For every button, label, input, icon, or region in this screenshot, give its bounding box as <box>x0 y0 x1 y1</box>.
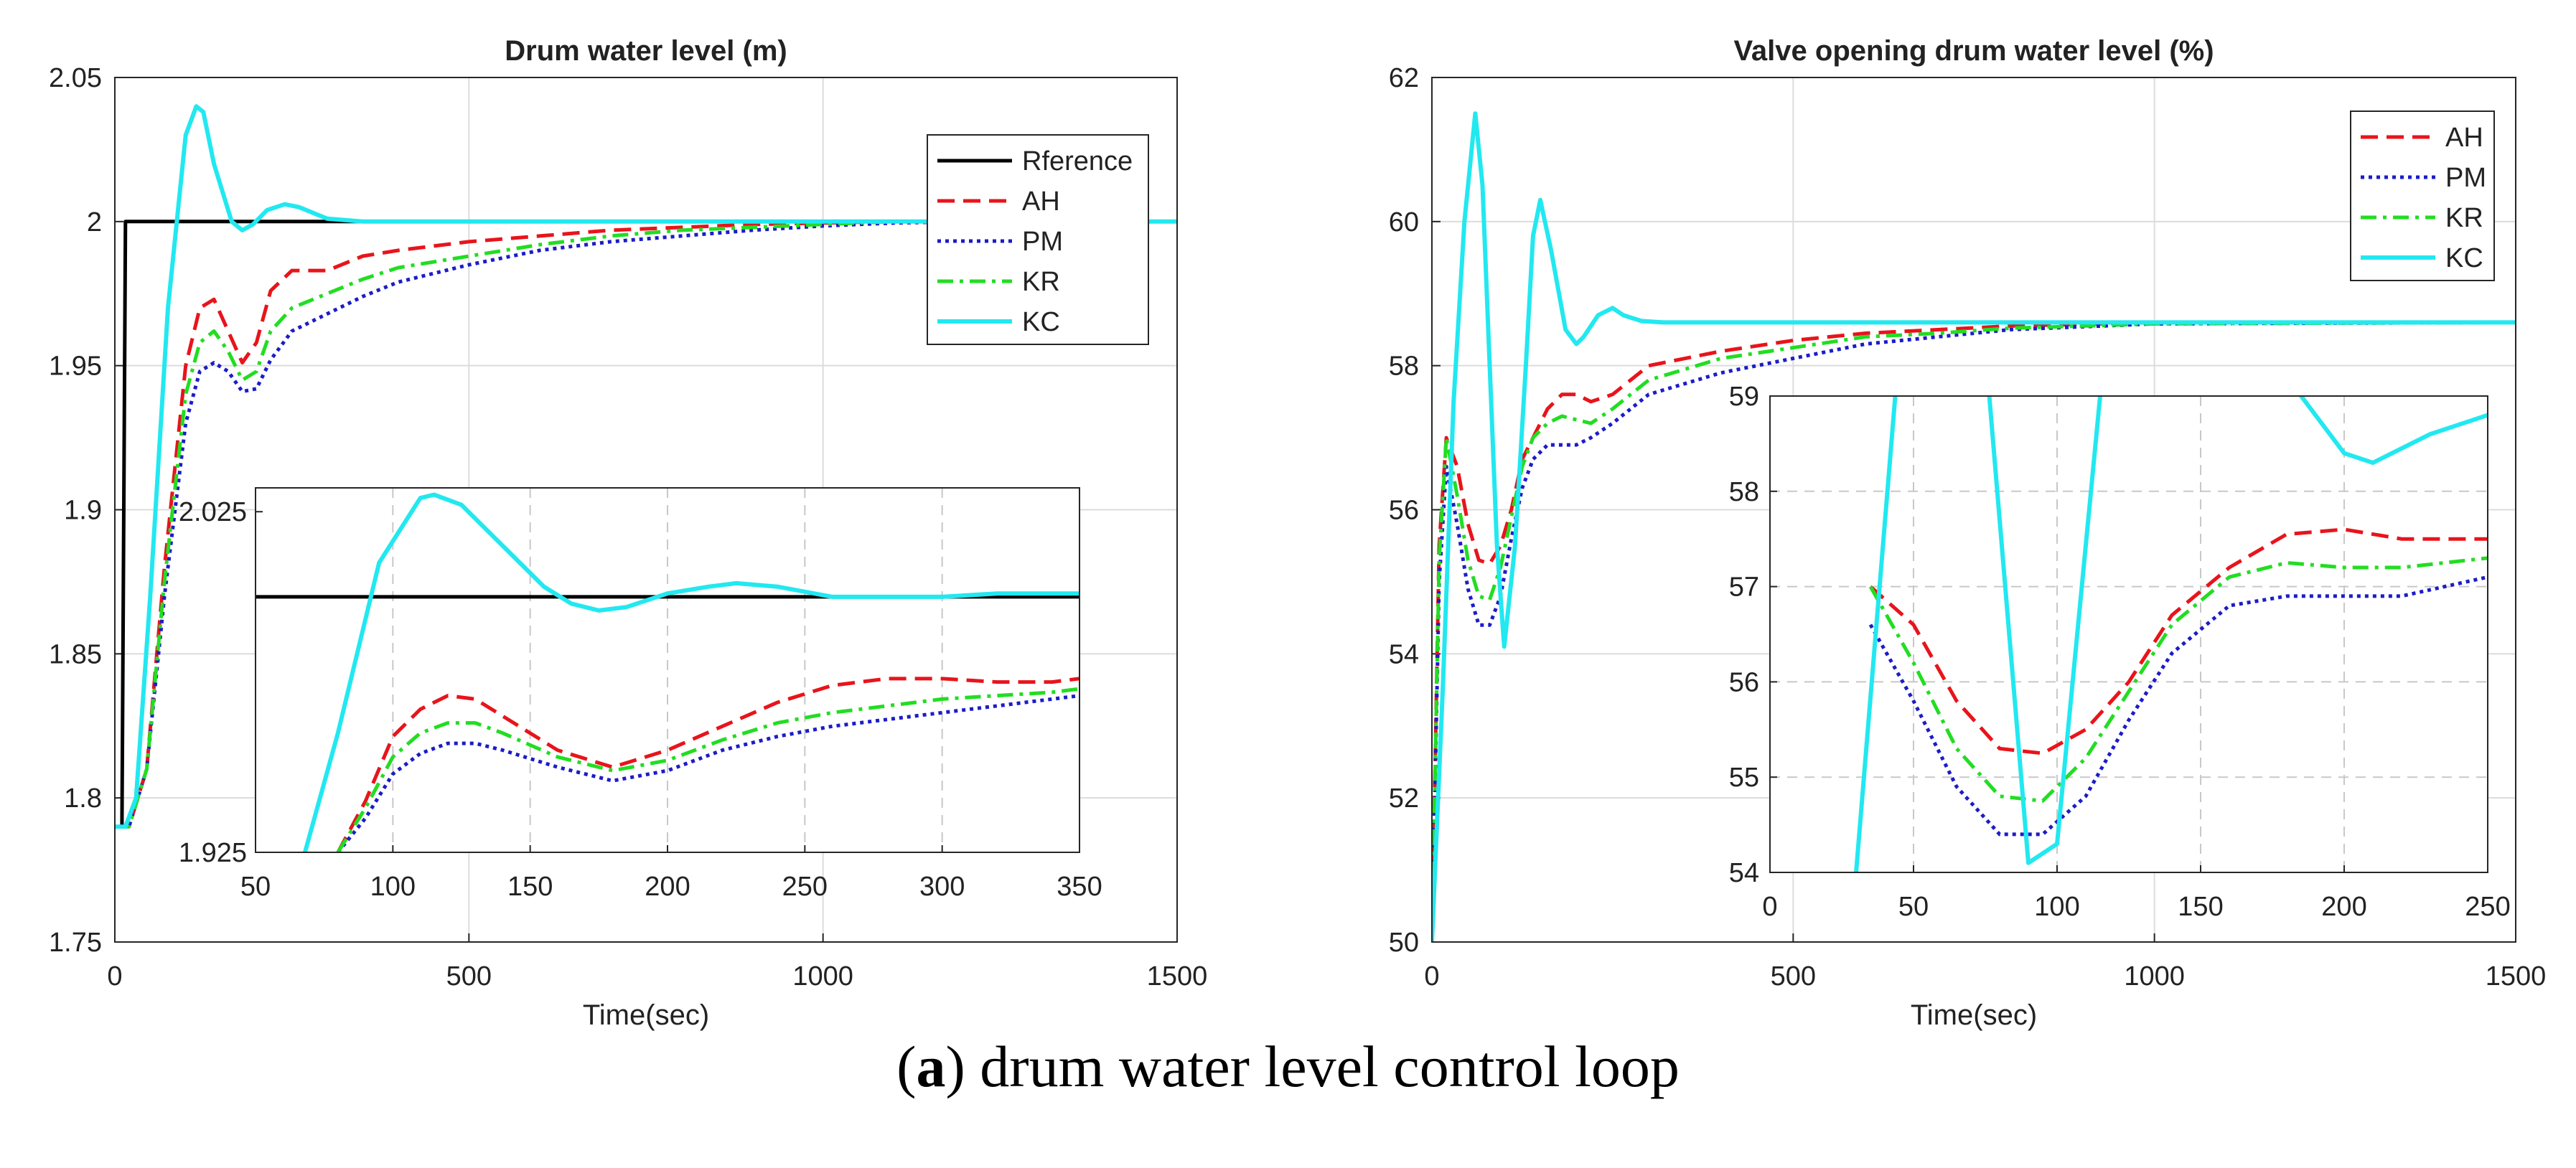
inset-y-tick-label: 1.925 <box>179 838 247 868</box>
inset-x-tick-label: 150 <box>2178 892 2223 922</box>
y-tick-label: 1.95 <box>49 352 102 382</box>
y-tick-label: 62 <box>1389 63 1419 93</box>
chart-0: 0 500 1000 1500 1.75 1.8 1.85 1.9 1.95 2 2.05 Drum … <box>49 35 1207 1031</box>
caption-letter: a <box>916 1034 946 1099</box>
inset-x-tick-label: 250 <box>2465 892 2510 922</box>
inset-x-tick-label: 200 <box>2321 892 2366 922</box>
figure-caption: (a) drum water level control loop <box>896 1034 1680 1099</box>
inset-series-line-ah <box>336 677 1079 852</box>
x-tick-label: 500 <box>1771 961 1816 992</box>
inset-x-tick-label: 50 <box>1898 892 1929 922</box>
y-tick-label: 60 <box>1389 207 1419 237</box>
x-tick-label: 0 <box>107 961 122 992</box>
chart-title: Drum water level (m) <box>505 35 787 67</box>
inset-series-line-kr <box>1868 556 2488 803</box>
caption-text: drum water level control loop <box>980 1034 1680 1099</box>
inset-x-tick-label: 300 <box>919 872 965 902</box>
inset-x-tick-label: 100 <box>370 872 416 902</box>
inset-y-tick-label: 57 <box>1729 573 1759 603</box>
axes-box <box>114 77 1178 943</box>
legend: AH PM KR KC <box>2350 110 2495 281</box>
legend-label-ah: AH <box>1022 187 1060 217</box>
legend-label-pm: PM <box>2445 163 2486 193</box>
chart-title: Valve opening drum water level (%) <box>1733 35 2214 67</box>
inset-y-tick-label: 54 <box>1729 858 1759 888</box>
legend-label-kr: KR <box>2445 203 2483 233</box>
inset-series-line-kc <box>303 492 1079 852</box>
inset-series-line-kc <box>1854 396 2488 872</box>
inset-series-line-ah <box>1869 527 2488 755</box>
y-tick-label: 54 <box>1389 639 1419 669</box>
y-tick-label: 2.05 <box>49 63 102 93</box>
inset-series-line-pm <box>1868 575 2488 837</box>
x-axis-label: Time(sec) <box>583 999 709 1031</box>
inset-x-tick-label: 150 <box>507 872 553 902</box>
legend-label-kr: KR <box>1022 267 1060 297</box>
series-group <box>1432 111 2516 942</box>
y-tick-label: 56 <box>1389 496 1419 526</box>
legend-label-kc: KC <box>2445 243 2483 273</box>
x-tick-label: 1500 <box>2486 961 2547 992</box>
inset-axes-box <box>1769 395 2488 873</box>
figure-canvas: 0 500 1000 15001.751.81.851.91.9522.05Drum … <box>49 35 2547 1031</box>
x-tick-label: 1000 <box>2124 961 2185 992</box>
legend: Rference AH PM KR KC <box>927 134 1149 345</box>
inset-x-tick-label: 50 <box>240 872 271 902</box>
inset-series-group <box>1854 396 2488 872</box>
inset-chart: 0 50 100 150 200 250 54 55 56 57 58 59 <box>1729 382 2511 922</box>
x-tick-label: 1000 <box>792 961 853 992</box>
inset-x-tick-label: 100 <box>2034 892 2079 922</box>
y-tick-label: 1.8 <box>64 783 102 814</box>
series-group <box>115 104 1177 829</box>
legend-label-rference: Rference <box>1022 146 1133 176</box>
legend-label-pm: PM <box>1022 227 1063 257</box>
inset-x-tick-label: 0 <box>1762 892 1777 922</box>
y-tick-label: 1.85 <box>49 639 102 669</box>
axes-box <box>1431 77 2516 943</box>
inset-y-tick-label: 2.025 <box>179 497 247 527</box>
y-tick-label: 58 <box>1389 352 1419 382</box>
inset-axes-box <box>255 487 1080 853</box>
legend-label-kc: KC <box>1022 307 1060 337</box>
legend-box <box>2350 110 2495 281</box>
inset-y-tick-label: 58 <box>1729 477 1759 507</box>
x-axis-label: Time(sec) <box>1911 999 2037 1031</box>
series-line-kc <box>115 104 1177 829</box>
y-tick-label: 50 <box>1389 928 1419 958</box>
y-tick-label: 2 <box>87 207 102 237</box>
inset-x-tick-label: 350 <box>1057 872 1102 902</box>
series-line-kr <box>1432 320 2516 942</box>
y-tick-label: 1.75 <box>49 928 102 958</box>
inset-x-tick-label: 200 <box>645 872 690 902</box>
inset-series-group <box>256 492 1079 852</box>
series-line-pm <box>1432 320 2516 942</box>
inset-y-tick-label: 56 <box>1729 667 1759 697</box>
inset-chart: 50 100 150 200 250 300 350 1.925 2.025 <box>179 487 1102 902</box>
x-tick-label: 500 <box>446 961 492 992</box>
series-line-kr <box>115 220 1177 829</box>
series-line-ah <box>1432 320 2516 942</box>
series-line-kc <box>1432 111 2516 942</box>
inset-series-line-kr <box>336 687 1079 852</box>
y-tick-label: 52 <box>1389 783 1419 814</box>
series-line-ah <box>115 220 1177 829</box>
x-tick-label: 0 <box>1424 961 1439 992</box>
inset-y-tick-label: 55 <box>1729 763 1759 793</box>
y-tick-label: 1.9 <box>64 496 102 526</box>
inset-series-line-pm <box>336 694 1079 852</box>
inset-y-tick-label: 59 <box>1729 382 1759 412</box>
legend-label-ah: AH <box>2445 123 2483 153</box>
inset-x-tick-label: 250 <box>782 872 828 902</box>
x-tick-label: 1500 <box>1147 961 1208 992</box>
